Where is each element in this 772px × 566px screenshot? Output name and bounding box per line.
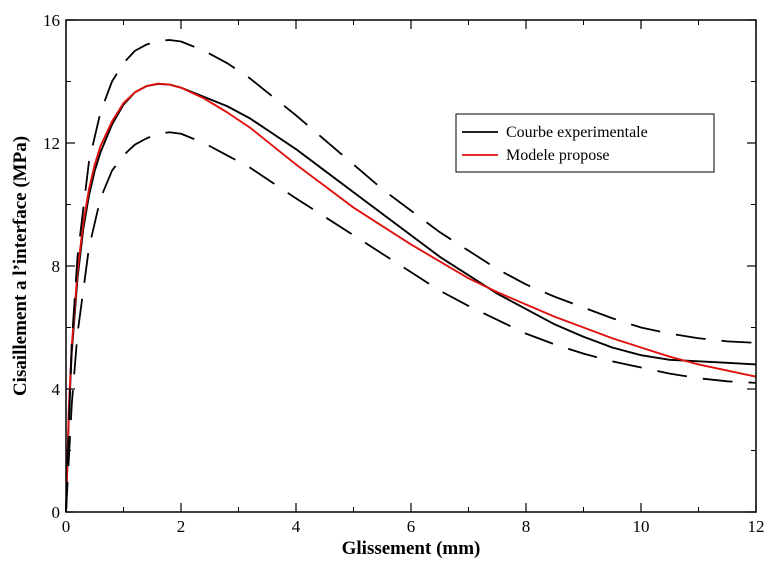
series-lower-bound-line (66, 132, 756, 512)
x-tick-label: 8 (522, 517, 531, 536)
x-tick-label: 2 (177, 517, 186, 536)
x-tick-label: 0 (62, 517, 71, 536)
ticks-layer: 0 2 4 6 8 10 12 0 4 8 12 16 (43, 11, 765, 536)
legend: Courbe experimentale Modele propose (456, 114, 714, 172)
legend-label-experimental: Courbe experimentale (506, 124, 648, 141)
y-tick-label: 16 (43, 11, 60, 30)
series-upper-bound-line (66, 40, 756, 512)
series-layer (66, 40, 756, 512)
y-tick-label: 8 (52, 257, 61, 276)
x-tick-label: 10 (633, 517, 650, 536)
x-tick-label: 12 (748, 517, 765, 536)
plot-frame (66, 20, 756, 512)
y-tick-label: 12 (43, 134, 60, 153)
x-tick-label: 6 (407, 517, 416, 536)
y-axis-label: Cisaillement a l’interface (MPa) (10, 136, 31, 396)
y-tick-label: 4 (52, 380, 61, 399)
x-tick-label: 4 (292, 517, 301, 536)
y-tick-label: 0 (52, 503, 61, 522)
legend-label-model: Modele propose (506, 147, 610, 164)
x-axis-label: Glissement (mm) (342, 538, 481, 559)
